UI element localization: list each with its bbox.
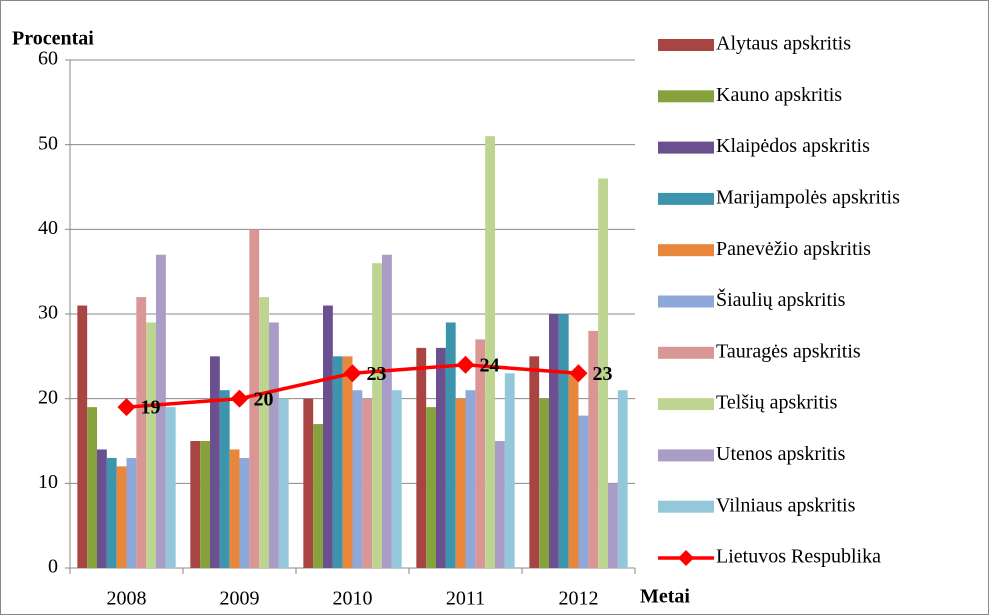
bar <box>445 322 456 568</box>
line-marker <box>456 355 475 374</box>
x-tick-label: 2011 <box>446 588 485 610</box>
bar <box>455 398 466 568</box>
data-label: 23 <box>593 363 613 385</box>
bar <box>607 483 618 568</box>
y-tick-label: 20 <box>38 386 58 408</box>
legend-swatch <box>658 398 714 411</box>
legend-swatch <box>658 346 714 359</box>
y-tick-label: 0 <box>48 556 58 578</box>
legend-swatch <box>658 192 714 205</box>
y-axis-label: Procentai <box>12 28 94 50</box>
y-tick-label: 10 <box>38 471 58 493</box>
bar <box>239 457 250 568</box>
x-axis-label: Metai <box>640 586 690 608</box>
legend-swatch <box>658 39 714 51</box>
bar <box>146 322 156 568</box>
legend-swatch <box>658 244 714 257</box>
legend-swatch <box>658 500 714 513</box>
legend-label: Tauragės apskritis <box>716 340 861 362</box>
bar <box>465 390 476 568</box>
bar <box>136 297 147 568</box>
legend-label: Utenos apskritis <box>716 443 846 465</box>
bar <box>278 398 289 568</box>
legend-swatch <box>658 449 714 462</box>
legend-swatch <box>658 141 714 154</box>
data-label: 24 <box>480 354 500 376</box>
bar <box>210 356 220 568</box>
y-tick-label: 30 <box>38 302 58 324</box>
line-marker <box>569 364 588 383</box>
bar <box>352 390 363 568</box>
line-marker <box>230 389 249 408</box>
bar <box>116 466 127 568</box>
bar <box>190 441 201 568</box>
x-tick-label: 2012 <box>559 588 599 610</box>
bar <box>219 390 230 568</box>
bar <box>268 322 279 568</box>
bar <box>598 178 608 569</box>
legend-label: Telšių apskritis <box>716 392 838 414</box>
line-marker <box>117 398 136 417</box>
bar <box>485 136 495 568</box>
bar <box>200 441 211 568</box>
legend-swatch <box>658 90 714 103</box>
line-marker <box>343 364 362 383</box>
legend-label: Klaipėdos apskritis <box>716 135 870 157</box>
bar <box>494 441 505 568</box>
x-tick-label: 2010 <box>333 588 373 610</box>
bar <box>303 398 314 568</box>
bar <box>549 314 559 568</box>
bar <box>342 356 353 568</box>
bar <box>416 347 427 568</box>
data-label: 20 <box>254 388 274 410</box>
bar <box>106 457 117 568</box>
bar <box>475 339 486 568</box>
bar <box>391 390 402 568</box>
bar <box>617 390 628 568</box>
bar <box>539 398 550 568</box>
bar <box>568 373 579 568</box>
bar <box>436 347 446 568</box>
legend-swatch <box>658 295 714 308</box>
bar <box>259 297 269 568</box>
bar <box>558 314 569 568</box>
bar <box>126 457 137 568</box>
data-label: 19 <box>141 397 161 419</box>
bar <box>362 398 373 568</box>
bar <box>332 356 343 568</box>
y-tick-label: 50 <box>38 132 58 154</box>
legend-marker <box>678 550 694 566</box>
bar <box>155 254 166 568</box>
bar <box>372 263 382 568</box>
bar <box>87 407 98 568</box>
legend-label: Lietuvos Respublika <box>716 546 881 568</box>
legend-label: Vilniaus apskritis <box>716 494 856 516</box>
bar <box>529 356 540 568</box>
legend-label: Marijampolės apskritis <box>716 186 900 208</box>
bar <box>249 229 260 569</box>
bar <box>313 424 324 568</box>
legend-label: Panevėžio apskritis <box>716 238 871 260</box>
bar <box>323 305 333 568</box>
y-tick-label: 60 <box>38 48 58 70</box>
bar <box>77 305 88 568</box>
bar <box>97 449 107 568</box>
bar <box>381 254 392 568</box>
bar <box>504 373 515 568</box>
legend-label: Alytaus apskritis <box>716 33 851 55</box>
y-tick-label: 40 <box>38 217 58 239</box>
bar <box>229 449 240 568</box>
x-tick-label: 2008 <box>107 588 147 610</box>
bar <box>426 407 437 568</box>
legend-label: Šiaulių apskritis <box>716 287 846 311</box>
legend-label: Kauno apskritis <box>716 84 842 106</box>
bar <box>588 330 599 568</box>
x-tick-label: 2009 <box>220 588 260 610</box>
data-label: 23 <box>367 363 387 385</box>
bar <box>165 407 176 568</box>
bar <box>578 415 589 568</box>
